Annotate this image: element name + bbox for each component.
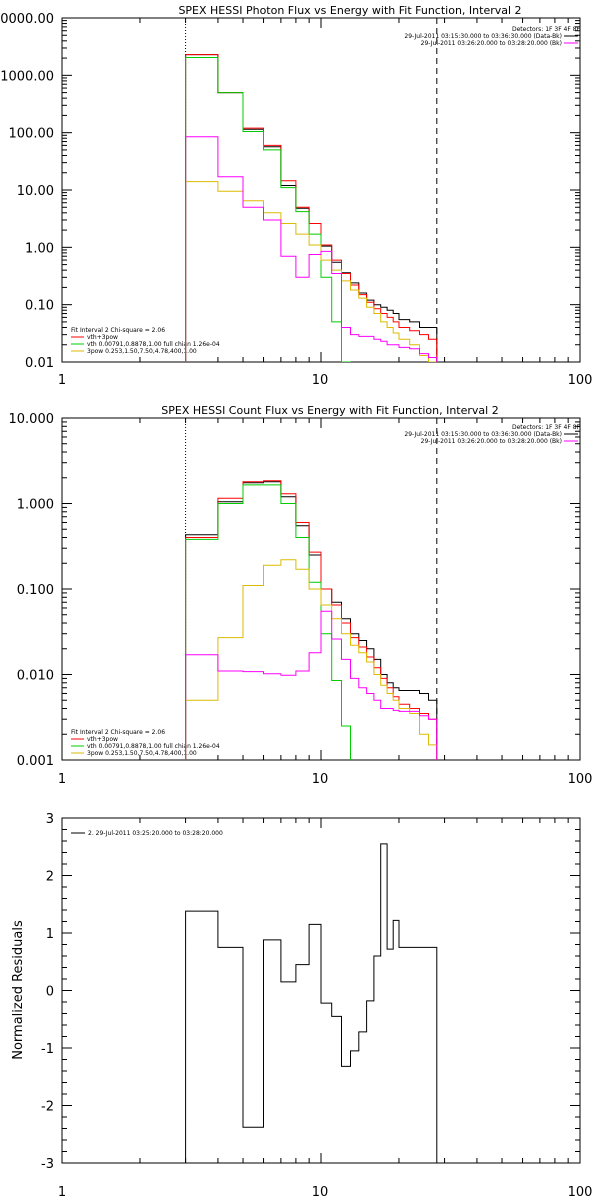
fit-label: Fit Interval 2 Chi-square = 2.06 [71, 327, 165, 334]
y-tick-label: 0 [46, 985, 54, 1000]
y-tick-label: 10.000 [9, 412, 55, 427]
x-tick-label-100: 100 [568, 1185, 593, 1200]
legend-right-entry-1: 29-Jul-2011 03:15:30.000 to 03:36:30.000… [404, 431, 562, 438]
x-tick-label-10: 10 [312, 1185, 329, 1200]
y-tick-label: 1000.00 [0, 69, 54, 84]
y-tick-label: 1 [46, 927, 54, 942]
legend-series-4: 3pow 0.253,1.50,7.50,4.78,400,1.00 [87, 348, 197, 355]
x-tick-label-10: 10 [312, 373, 329, 388]
y-tick-label: 1.00 [25, 241, 54, 256]
legend-series-4: 3pow 0.253,1.50,7.50,4.78,400,1.00 [87, 750, 197, 757]
series-line-3 [185, 484, 351, 760]
chart-title: SPEX HESSI Count Flux vs Energy with Fit… [161, 404, 498, 417]
y-tick-label: -1 [41, 1042, 54, 1057]
y-tick-label: -3 [41, 1157, 54, 1172]
series-line-4 [185, 559, 438, 760]
legend-right-entry-2: 29-Jul-2011 03:26:20.000 to 03:28:20.000… [421, 40, 562, 47]
series-line-1 [185, 843, 438, 1163]
plot-frame [61, 17, 581, 363]
detector-label: Detectors: 1F 3F 4F 8F [512, 26, 581, 33]
y-tick-label: 0.01 [25, 356, 54, 371]
x-tick-label-1: 1 [58, 373, 66, 388]
y-axis-label: Normalized Residuals [11, 920, 26, 1060]
residuals-panel: 2. 29-Jul-2011 03:25:20.000 to 03:28:20.… [11, 812, 592, 1200]
legend-series-3: vth 0.00791,0.8878,1.00 full chian 1.26e… [87, 743, 220, 750]
series-line-3 [185, 57, 351, 362]
x-tick-label-1: 1 [58, 772, 66, 787]
legend-series-2: vth+3pow [87, 736, 118, 743]
y-tick-label: 0.010 [17, 669, 54, 684]
y-tick-label: 1.000 [17, 498, 54, 513]
y-tick-label: 10000.00 [0, 12, 54, 27]
fit-label: Fit Interval 2 Chi-square = 2.06 [71, 729, 165, 736]
series-line-1 [185, 481, 438, 760]
y-tick-label: 0.100 [17, 583, 54, 598]
series-line-5 [185, 610, 438, 760]
count-flux-panel: SPEX HESSI Count Flux vs Energy with Fit… [9, 404, 593, 787]
y-tick-label: 0.001 [17, 754, 54, 769]
y-tick-label: -2 [41, 1100, 54, 1115]
series-line-1 [185, 54, 438, 362]
series-line-2 [185, 480, 438, 760]
x-tick-label-100: 100 [568, 772, 593, 787]
x-tick-label-100: 100 [568, 373, 593, 388]
y-tick-label: 0.10 [25, 299, 54, 314]
legend-right-entry-2: 29-Jul-2011 03:26:20.000 to 03:28:20.000… [421, 438, 562, 445]
y-tick-label: 3 [46, 812, 54, 827]
y-tick-label: 100.00 [9, 127, 55, 142]
series-line-2 [185, 54, 438, 362]
legend-right-entry-1: 29-Jul-2011 03:15:30.000 to 03:36:30.000… [404, 33, 562, 40]
chart-title: SPEX HESSI Photon Flux vs Energy with Fi… [178, 4, 521, 17]
x-tick-label-1: 1 [58, 1185, 66, 1200]
photon-flux-panel: SPEX HESSI Photon Flux vs Energy with Fi… [0, 4, 592, 388]
legend-series-3: vth 0.00791,0.8878,1.00 full chian 1.26e… [87, 341, 220, 348]
legend-series-2: vth+3pow [87, 334, 118, 341]
legend-entry-residual: 2. 29-Jul-2011 03:25:20.000 to 03:28:20.… [88, 830, 223, 837]
series-line-4 [185, 181, 438, 362]
series-line-5 [185, 136, 438, 362]
x-tick-label-10: 10 [312, 772, 329, 787]
y-tick-label: 10.00 [17, 184, 54, 199]
y-tick-label: 2 [46, 870, 54, 885]
detector-label: Detectors: 1F 3F 4F 8F [512, 424, 581, 431]
